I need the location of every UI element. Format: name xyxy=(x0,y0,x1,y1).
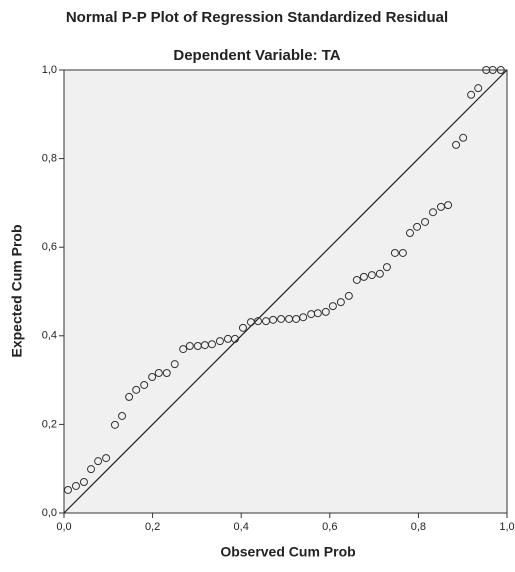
point xyxy=(277,314,286,323)
point xyxy=(299,313,308,322)
point xyxy=(467,90,476,99)
point xyxy=(321,307,330,316)
point xyxy=(87,465,96,474)
y-tick-label: 1,0 xyxy=(42,64,57,76)
x-tick-label: 0,2 xyxy=(145,521,160,533)
point xyxy=(352,275,361,284)
point xyxy=(398,248,407,257)
reference-line xyxy=(63,69,508,514)
point xyxy=(436,202,445,211)
y-tick-label: 0,6 xyxy=(42,241,57,253)
point xyxy=(110,420,119,429)
point xyxy=(459,133,468,142)
point xyxy=(185,341,194,350)
chart-title: Normal P-P Plot of Regression Standardiz… xyxy=(66,9,448,26)
point xyxy=(71,481,80,490)
point xyxy=(125,392,134,401)
point xyxy=(413,222,422,231)
point xyxy=(269,315,278,324)
point xyxy=(170,360,179,369)
point xyxy=(254,317,263,326)
x-tick-label: 0,6 xyxy=(322,521,337,533)
point xyxy=(132,385,141,394)
y-tick-label: 0,2 xyxy=(42,418,57,430)
point xyxy=(444,201,453,210)
point xyxy=(359,272,368,281)
point xyxy=(429,208,438,217)
point xyxy=(390,248,399,257)
point xyxy=(375,269,384,278)
x-tick-label: 0,0 xyxy=(56,521,71,533)
point xyxy=(474,84,483,93)
point xyxy=(230,334,239,343)
y-tick-label: 0,8 xyxy=(42,153,57,165)
point xyxy=(421,217,430,226)
point xyxy=(292,314,301,323)
point xyxy=(118,411,127,420)
x-tick-label: 1,0 xyxy=(499,521,514,533)
point xyxy=(367,271,376,280)
point xyxy=(63,485,72,494)
point xyxy=(382,263,391,272)
point xyxy=(452,140,461,149)
y-tick-label: 0,0 xyxy=(42,507,57,519)
point xyxy=(496,66,505,74)
point xyxy=(162,369,171,378)
point xyxy=(148,372,157,381)
point xyxy=(94,457,103,466)
point xyxy=(344,291,353,300)
point xyxy=(488,66,497,74)
point xyxy=(313,309,322,318)
point xyxy=(154,369,163,378)
point xyxy=(405,229,414,238)
point xyxy=(336,298,345,307)
point xyxy=(207,340,216,349)
y-tick-label: 0,4 xyxy=(42,330,57,342)
point xyxy=(238,323,247,332)
x-tick-label: 0,4 xyxy=(234,521,249,533)
x-tick-label: 0,8 xyxy=(411,521,426,533)
point xyxy=(179,345,188,354)
point xyxy=(79,477,88,486)
point xyxy=(328,302,337,311)
point xyxy=(215,337,224,346)
x-axis-label: Observed Cum Prob xyxy=(220,544,355,560)
y-axis-label: Expected Cum Prob xyxy=(9,224,25,357)
point xyxy=(102,454,111,463)
chart-subtitle: Dependent Variable: TA xyxy=(173,47,340,64)
point xyxy=(140,380,149,389)
